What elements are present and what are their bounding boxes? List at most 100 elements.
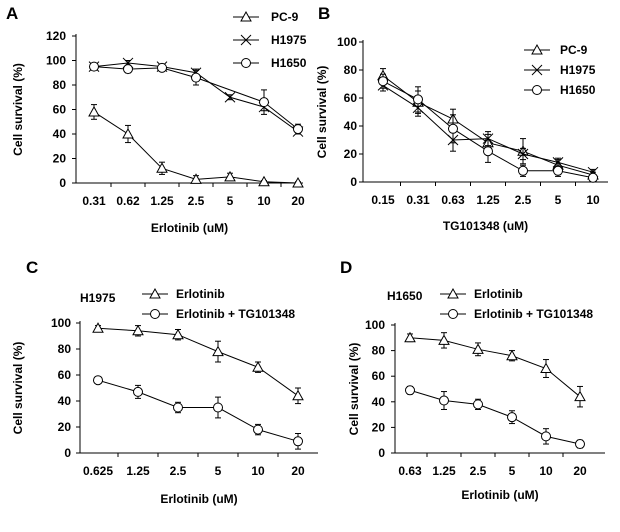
- legend-label: PC-9: [271, 10, 299, 24]
- legend-item: H1650: [233, 56, 307, 70]
- legend-marker: [448, 309, 458, 319]
- legend-marker: [149, 287, 161, 299]
- series-h1650: [89, 61, 303, 135]
- legend-item: H1975: [524, 63, 596, 77]
- panel-label: C: [26, 258, 38, 277]
- data-point: [517, 148, 529, 160]
- y-tick-label: 0: [59, 176, 66, 190]
- y-tick-label: 60: [53, 103, 67, 117]
- y-tick-label: 100: [337, 35, 357, 49]
- data-point: [173, 402, 183, 413]
- x-tick-label: 0.15: [371, 193, 395, 207]
- legend-item: Erlotinib: [142, 287, 225, 301]
- chart-panel-b: B 0 20 40 60 80 100 0.15 0.31 0.63 1.25 2.5 5 10 TG101…: [315, 4, 608, 233]
- x-tick-label: 1.25: [432, 464, 456, 478]
- data-point: [93, 375, 103, 386]
- x-tick-label: 10: [251, 464, 265, 478]
- data-point: [293, 124, 303, 135]
- legend-label: H1975: [271, 33, 307, 47]
- series-line: [93, 111, 299, 184]
- legend-marker: [241, 58, 251, 68]
- data-point: [438, 334, 450, 345]
- x-tick-label: 5: [215, 464, 222, 478]
- data-point: [253, 424, 263, 435]
- data-point: [157, 62, 167, 73]
- series-erlotinib: [404, 331, 586, 408]
- series-pc-9: [88, 104, 304, 188]
- legend-label: Erlotinib: [474, 287, 523, 301]
- data-point: [224, 170, 236, 182]
- data-point: [482, 133, 494, 144]
- legend-label: H1975: [560, 63, 596, 77]
- x-tick-label: 5: [227, 194, 234, 208]
- series-h1650: [378, 73, 598, 183]
- data-point: [191, 72, 201, 83]
- chart-panel-c: C H1975 0 20 40 60 80 100 0.625 1.25 2.5 5 10 20 Erlot…: [11, 258, 318, 506]
- y-tick-label: 80: [372, 344, 386, 358]
- x-tick-label: 20: [573, 464, 587, 478]
- data-point: [405, 385, 415, 396]
- series-line: [409, 337, 581, 398]
- chart-subtitle: H1975: [80, 291, 116, 305]
- legend-label: Erlotinib + TG101348: [176, 307, 295, 321]
- data-point: [404, 331, 416, 343]
- data-point: [92, 322, 104, 333]
- y-tick-label: 40: [53, 127, 67, 141]
- y-tick-label: 80: [344, 63, 358, 77]
- legend-item: PC-9: [233, 10, 299, 24]
- data-point: [89, 61, 99, 72]
- series-erlotinib: [92, 322, 304, 405]
- x-tick-label: 20: [291, 194, 305, 208]
- y-tick-label: 0: [378, 446, 385, 460]
- x-tick-label: 0.31: [406, 193, 430, 207]
- data-point: [506, 349, 518, 361]
- legend-marker: [531, 43, 543, 55]
- y-tick-label: 20: [53, 152, 67, 166]
- legend-item: Erlotinib + TG101348: [142, 307, 295, 321]
- data-point: [172, 328, 184, 340]
- x-tick-label: 20: [291, 464, 305, 478]
- data-point: [552, 157, 564, 168]
- legend-label: Erlotinib + TG101348: [474, 307, 593, 321]
- x-tick-label: 10: [539, 464, 553, 478]
- legend-label: PC-9: [560, 43, 588, 57]
- y-axis-label: Cell survival (%): [11, 63, 25, 156]
- data-point: [473, 399, 483, 410]
- data-point: [156, 162, 168, 173]
- x-tick-label: 5: [555, 193, 562, 207]
- series-line: [93, 66, 299, 130]
- x-axis-label: Erlotinib (uM): [461, 488, 538, 502]
- legend-marker: [150, 309, 160, 319]
- x-tick-label: 0.625: [83, 464, 113, 478]
- legend-marker: [531, 64, 543, 76]
- x-axis-label: TG101348 (uM): [443, 219, 528, 233]
- legend-item: Erlotinib: [440, 287, 523, 301]
- x-tick-label: 1.25: [126, 464, 150, 478]
- data-point: [293, 436, 303, 447]
- legend-marker: [447, 287, 459, 299]
- y-tick-label: 40: [58, 394, 72, 408]
- x-tick-label: 2.5: [515, 193, 532, 207]
- x-tick-label: 0.62: [116, 194, 140, 208]
- x-tick-label: 2.5: [170, 464, 187, 478]
- legend-marker: [240, 34, 252, 46]
- data-point: [224, 91, 236, 103]
- legend-marker: [240, 10, 252, 22]
- data-point: [540, 362, 552, 374]
- series-erlotinib-tg101348: [93, 375, 303, 450]
- legend-item: H1650: [524, 83, 596, 97]
- data-point: [588, 172, 598, 183]
- panel-label: A: [6, 4, 18, 23]
- legend-item: PC-9: [524, 43, 588, 57]
- y-axis-label: Cell survival (%): [347, 343, 361, 436]
- data-point: [123, 64, 133, 75]
- x-tick-label: 5: [509, 464, 516, 478]
- y-tick-label: 60: [372, 369, 386, 383]
- y-axis-label: Cell survival (%): [11, 342, 25, 435]
- legend-item: Erlotinib + TG101348: [440, 307, 593, 321]
- y-tick-label: 40: [372, 395, 386, 409]
- y-tick-label: 20: [344, 147, 358, 161]
- y-tick-label: 20: [372, 420, 386, 434]
- data-point: [439, 395, 449, 406]
- data-point: [258, 175, 270, 187]
